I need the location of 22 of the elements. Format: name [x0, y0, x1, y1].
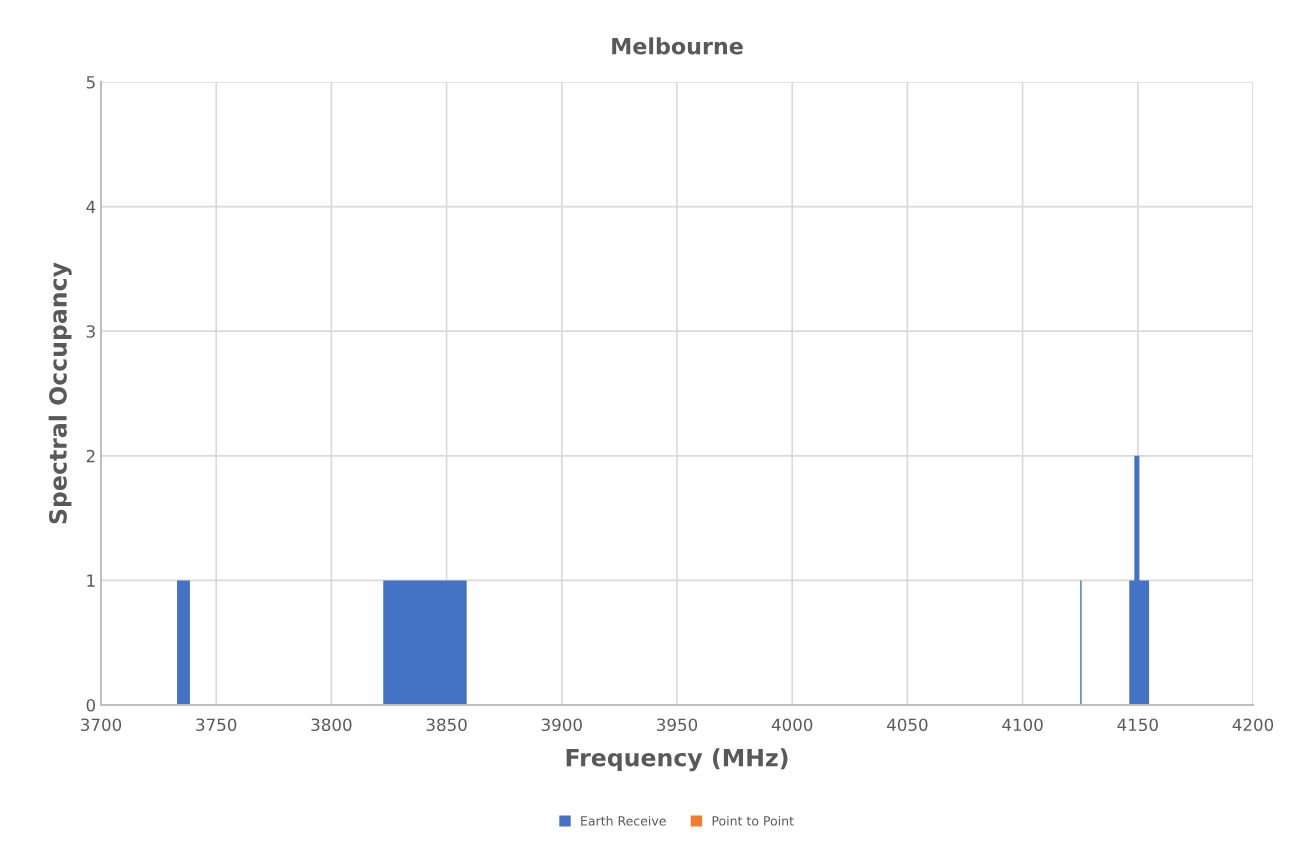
x-tick-label: 3950 [657, 718, 698, 732]
x-tick-label: 3700 [81, 718, 122, 732]
y-tick-label: 5 [86, 76, 95, 89]
legend-label: Point to Point [712, 815, 794, 826]
x-axis-title: Frequency (MHz) [566, 748, 788, 772]
x-tick-label: 4150 [1117, 718, 1158, 732]
x-tick-label: 3750 [196, 718, 237, 732]
x-tick-label: 3850 [426, 718, 467, 732]
chart-title: Melbourne [612, 37, 743, 55]
y-axis-title: Spectral Occupancy [48, 262, 72, 524]
x-tick-label: 4200 [1232, 718, 1274, 732]
x-tick-label: 3800 [311, 718, 352, 732]
y-tick-label: 3 [86, 325, 95, 338]
y-tick-label: 4 [86, 200, 96, 213]
x-tick-label: 3900 [541, 718, 582, 732]
y-tick-label: 2 [86, 449, 95, 463]
x-tick-label: 4050 [887, 718, 928, 732]
x-tick-label: 4100 [1002, 718, 1043, 732]
legend-label: Earth Receive [581, 815, 666, 826]
x-tick-label: 4000 [771, 718, 813, 732]
y-tick-label: 0 [86, 698, 96, 712]
y-tick-label: 1 [87, 574, 95, 587]
